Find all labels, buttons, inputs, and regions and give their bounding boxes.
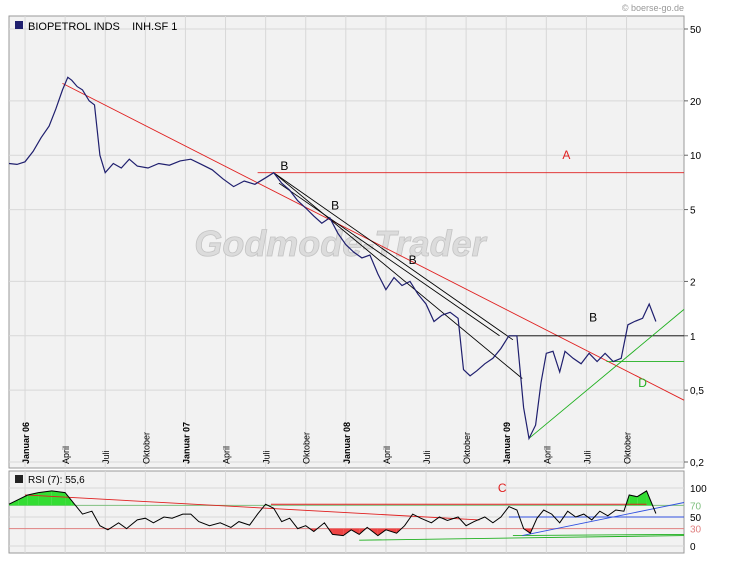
main-y-tick-label: 20 xyxy=(690,97,702,108)
x-tick-label: April xyxy=(222,446,232,464)
rsi-y-tick-label: 100 xyxy=(690,484,707,495)
rsi-y-tick-label: 50 xyxy=(690,513,702,524)
main-y-tick-label: 0,5 xyxy=(690,386,704,397)
rsi-panel-background xyxy=(8,470,685,554)
main-y-tick-label: 1 xyxy=(690,332,696,343)
annotation-a: A xyxy=(562,148,570,162)
annotation-b: B xyxy=(409,253,417,267)
rsi-legend-swatch xyxy=(15,475,23,483)
rsi-y-tick-label: 70 xyxy=(690,501,702,512)
main-y-axis: 0,2 0,5 1 2 5 10 20 50 xyxy=(684,25,704,469)
rsi-overbought-fill xyxy=(65,492,72,506)
x-tick-label: Oktober xyxy=(302,432,312,464)
rsi-overbought-fill xyxy=(18,494,28,506)
rsi-overbought-fill xyxy=(38,490,52,506)
main-grid xyxy=(9,16,684,468)
source-watermark: © boerse-go.de xyxy=(622,3,684,13)
main-panel: Godmode-Trader A B B B B D BIOPETROL INDS INH… xyxy=(8,15,704,469)
brand-watermark: Godmode-Trader xyxy=(194,223,487,264)
main-y-tick-label: 0,2 xyxy=(690,458,704,469)
x-tick-label: Oktober xyxy=(141,432,151,464)
price-line xyxy=(8,76,657,441)
main-trendline xyxy=(278,182,500,337)
x-tick-label: Januar 08 xyxy=(342,422,352,464)
rsi-overbought-fill xyxy=(629,494,638,506)
rsi-y-tick-label: 30 xyxy=(690,525,702,536)
x-tick-label: Juli xyxy=(582,450,592,464)
rsi-legend: RSI (7): 55,6 xyxy=(15,475,85,486)
rsi-annotations: C xyxy=(498,481,507,495)
main-y-tick-label: 2 xyxy=(690,277,696,288)
rsi-trendline xyxy=(25,494,480,521)
annotation-b: B xyxy=(331,199,339,213)
main-trendline xyxy=(273,172,523,379)
main-y-tick-label: 50 xyxy=(690,25,702,36)
x-tick-label: Oktober xyxy=(462,432,472,464)
rsi-trendline xyxy=(359,535,685,541)
rsi-overbought-fill xyxy=(637,490,647,506)
main-x-axis: Januar 06 April Juli Oktober Januar 07 April J… xyxy=(21,422,632,464)
rsi-trendline xyxy=(522,502,685,537)
x-tick-label: April xyxy=(61,446,71,464)
rsi-legend-label: RSI (7): 55,6 xyxy=(28,475,85,486)
x-tick-label: April xyxy=(382,446,392,464)
annotation-c: C xyxy=(498,481,507,495)
rsi-y-tick-label: 0 xyxy=(690,542,696,553)
x-tick-label: Januar 07 xyxy=(181,422,191,464)
rsi-trendlines xyxy=(25,494,685,541)
x-tick-label: Juli xyxy=(262,450,272,464)
main-trendlines xyxy=(62,82,685,439)
x-tick-label: April xyxy=(542,446,552,464)
main-legend: BIOPETROL INDS INH.SF 1 xyxy=(15,21,177,33)
main-legend-label: BIOPETROL INDS INH.SF 1 xyxy=(28,21,177,33)
annotation-b: B xyxy=(589,310,597,324)
rsi-line xyxy=(8,490,657,537)
main-annotations: A B B B B D xyxy=(280,148,647,390)
x-tick-label: Oktober xyxy=(623,432,633,464)
annotation-b: B xyxy=(280,159,288,173)
annotation-d: D xyxy=(638,376,647,390)
main-trendline xyxy=(273,172,514,341)
rsi-trendline xyxy=(512,533,685,537)
main-panel-background xyxy=(8,15,685,469)
rsi-oversold-fill xyxy=(332,528,344,536)
x-tick-label: Januar 06 xyxy=(21,422,31,464)
x-tick-label: Januar 09 xyxy=(502,422,512,464)
main-trendline xyxy=(528,309,685,439)
main-y-tick-label: 5 xyxy=(690,206,696,217)
x-tick-label: Juli xyxy=(422,450,432,464)
main-y-tick-label: 10 xyxy=(690,151,702,162)
x-tick-label: Juli xyxy=(101,450,111,464)
legend-swatch xyxy=(15,21,23,29)
rsi-overbought-fill xyxy=(51,490,66,506)
